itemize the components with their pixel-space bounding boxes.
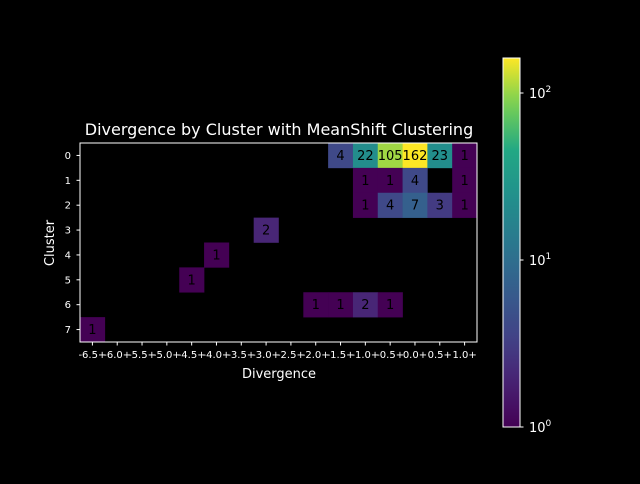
heatmap-cell — [377, 192, 403, 218]
cell-value-label: 1 — [460, 174, 468, 189]
cell-value-label: 1 — [361, 174, 369, 189]
x-tick-label: -3.5+ — [227, 350, 255, 361]
y-tick-label: 5 — [65, 275, 71, 286]
heatmap-cell — [352, 143, 379, 169]
cell-value-label: 7 — [411, 199, 419, 214]
heatmap-cell — [452, 143, 478, 169]
x-tick-label: -2.0+ — [302, 350, 330, 361]
x-tick-label: -1.5+ — [327, 350, 355, 361]
heatmap-cell — [328, 143, 354, 169]
cell-value-label: 105 — [378, 149, 403, 164]
cell-value-label: 4 — [411, 174, 419, 189]
y-tick-label: 0 — [65, 151, 71, 162]
heatmap-cell — [80, 317, 106, 343]
cell-value-label: 1 — [336, 298, 344, 313]
heatmap-cell — [377, 167, 403, 194]
cell-value-label: 1 — [386, 298, 394, 313]
y-tick-label: 2 — [65, 201, 71, 212]
cell-value-label: 4 — [336, 149, 344, 164]
x-tick-label: -6.5+ — [78, 350, 106, 361]
cell-value-label: 1 — [361, 199, 369, 214]
cell-value-label: 1 — [460, 199, 468, 214]
cell-value-label: 4 — [386, 199, 394, 214]
x-tick-label: 0.0+ — [403, 350, 427, 361]
colorbar-tick-label: 100 — [529, 419, 552, 436]
heatmap-cell — [377, 292, 403, 318]
x-tick-label: -1.0+ — [351, 350, 379, 361]
cell-value-label: 1 — [188, 273, 196, 288]
heatmap-cell — [377, 143, 403, 169]
heatmap-cell — [352, 167, 379, 194]
plot-frame — [79, 142, 478, 343]
cell-value-label: 1 — [312, 298, 320, 313]
y-tick-label: 4 — [65, 250, 71, 261]
x-axis-label: Divergence — [242, 367, 316, 382]
y-tick-label: 7 — [65, 325, 71, 336]
x-tick-label: -0.5+ — [376, 350, 404, 361]
heatmap-cell — [427, 143, 453, 169]
heatmap-cell — [179, 267, 205, 293]
x-tick-label: -4.0+ — [203, 350, 231, 361]
cell-value-label: 23 — [432, 149, 449, 164]
cell-value-label: 3 — [436, 199, 444, 214]
heatmap-cell — [328, 292, 354, 318]
heatmap-cell — [402, 167, 428, 194]
cell-value-label: 2 — [262, 224, 270, 239]
heatmap-cell — [402, 143, 428, 169]
colorbar-tick-label: 102 — [529, 85, 551, 102]
heatmap-cell — [352, 292, 379, 318]
x-tick-label: -2.5+ — [277, 350, 305, 361]
y-axis-ticks: 0 1 2 3 4 5 6 7 — [65, 151, 80, 336]
heatmap-cell — [402, 192, 428, 218]
colorbar-tick-label: 101 — [529, 252, 551, 269]
colorbar — [502, 57, 521, 428]
x-tick-label: -3.0+ — [252, 350, 280, 361]
x-tick-label: 1.0+ — [452, 350, 476, 361]
heatmap-cell — [253, 217, 279, 243]
y-tick-label: 1 — [65, 176, 71, 187]
cell-value-label: 22 — [357, 149, 374, 164]
x-tick-label: -6.0+ — [103, 350, 131, 361]
x-tick-label: -5.5+ — [128, 350, 156, 361]
chart-title: Divergence by Cluster with MeanShift Clu… — [85, 120, 473, 139]
cell-value-label: 1 — [386, 174, 394, 189]
cell-value-label: 162 — [403, 149, 428, 164]
x-tick-label: -4.5+ — [178, 350, 206, 361]
heatmap-cell — [452, 167, 478, 194]
y-tick-label: 6 — [65, 300, 71, 311]
heatmap-cell — [204, 242, 230, 268]
heatmap-cell — [303, 292, 329, 318]
y-tick-label: 3 — [65, 226, 71, 237]
colorbar-ticks: 100 101 102 — [520, 85, 552, 436]
heatmap-cell — [452, 192, 478, 218]
heatmap-cell — [352, 192, 379, 218]
cell-value-label: 2 — [361, 298, 369, 313]
heatmap-cell — [427, 192, 453, 218]
cell-value-label: 1 — [212, 248, 220, 263]
y-axis-label: Cluster — [43, 219, 58, 266]
cell-value-label: 1 — [460, 149, 468, 164]
x-tick-label: -5.0+ — [153, 350, 181, 361]
cell-value-label: 1 — [88, 323, 96, 338]
x-tick-label: 0.5+ — [428, 350, 452, 361]
x-axis-ticks: -6.5+-6.0+-5.5+-5.0+-4.5+-4.0+-3.5+-3.0+… — [78, 342, 477, 361]
heatmap-cells — [80, 143, 478, 343]
cell-value-labels: 4 22 105 162 23 1 1 1 4 1 1 4 7 3 1 2 1 1 1 1 2 1 1 — [88, 149, 468, 338]
